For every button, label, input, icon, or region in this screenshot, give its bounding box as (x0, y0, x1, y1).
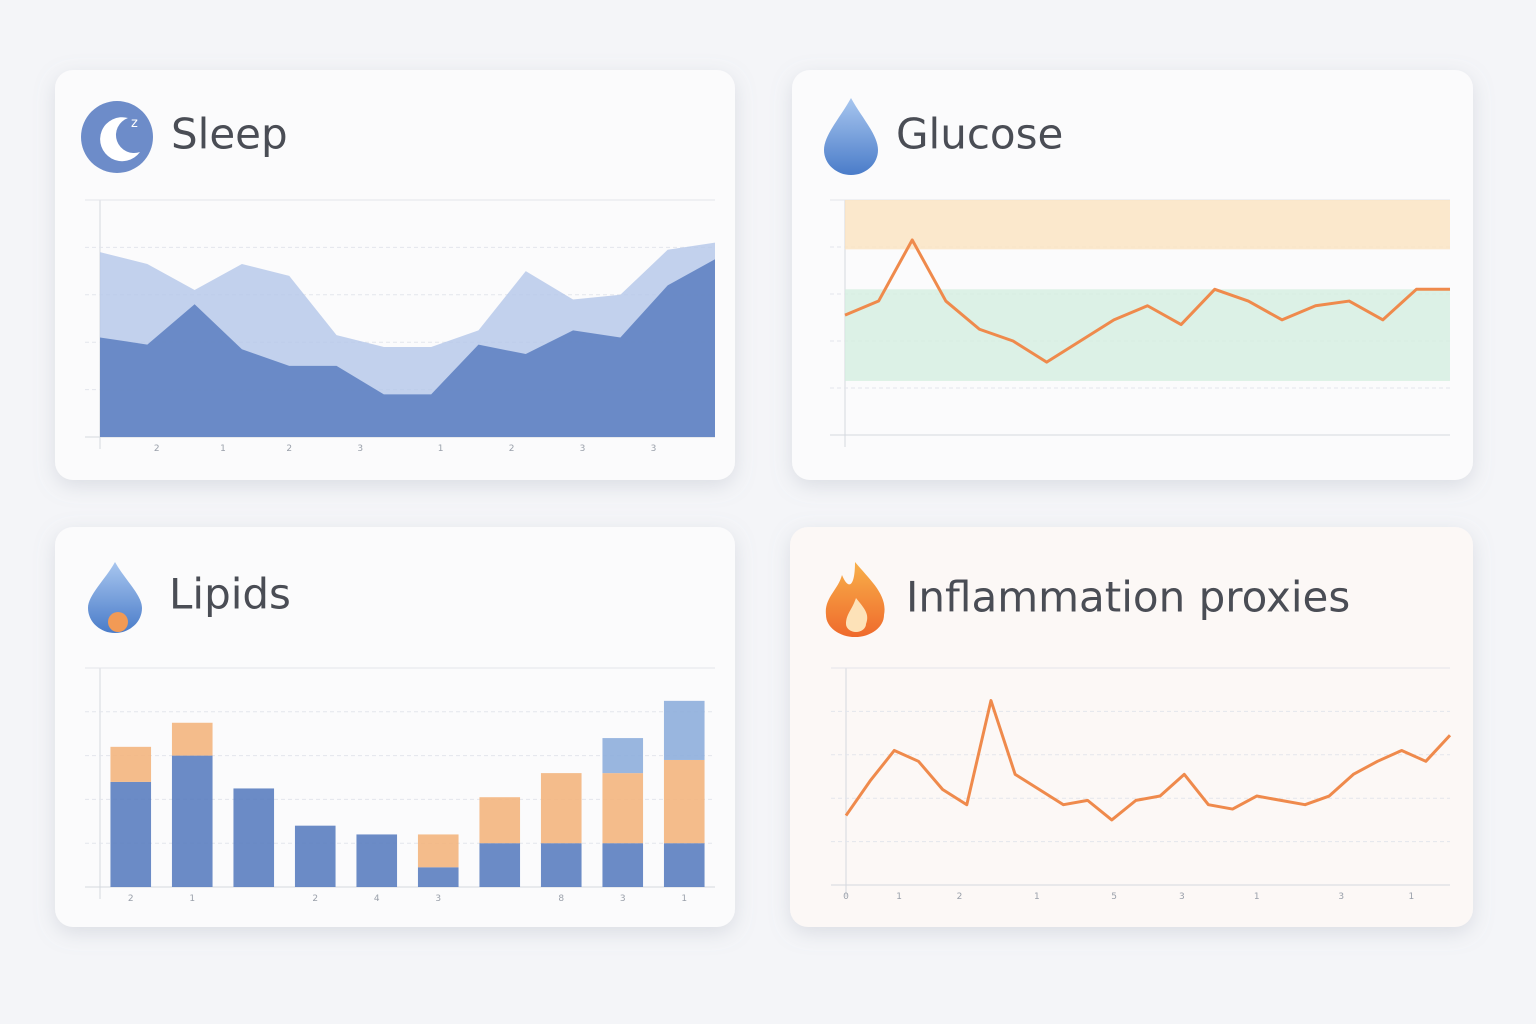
x-tick-label: 1 (681, 894, 687, 904)
x-tick-label: 0 (843, 892, 849, 902)
x-tick-label: 3 (651, 444, 657, 454)
bar-segment (602, 843, 644, 887)
range-band (845, 200, 1450, 250)
card-title: Glucose (896, 110, 1063, 159)
bar-segment (479, 797, 521, 844)
x-tick-label: 3 (580, 444, 586, 454)
bar-segment (110, 781, 152, 887)
x-tick-label: 4 (374, 894, 380, 904)
x-tick-label: 1 (1034, 892, 1040, 902)
card-title: Lipids (169, 570, 291, 619)
range-band (845, 289, 1450, 381)
bar-segment (602, 773, 644, 844)
bar-segment (356, 834, 398, 887)
line (844, 699, 1452, 822)
bar-segment (540, 773, 582, 844)
bar-segment (479, 843, 521, 887)
x-tick-label: 5 (1111, 892, 1117, 902)
bar-segment (294, 825, 336, 887)
x-tick-label: 3 (620, 894, 626, 904)
x-tick-label: 1 (220, 444, 226, 454)
x-tick-label: 1 (896, 892, 902, 902)
x-tick-label: 3 (1338, 892, 1344, 902)
card-title: Inflammation proxies (906, 573, 1350, 622)
line (844, 238, 1450, 364)
glucose-icon (824, 98, 878, 175)
bar-segment (602, 738, 644, 774)
bar-segment (663, 759, 705, 844)
x-tick-label: 3 (357, 444, 363, 454)
x-tick-label: 1 (438, 444, 444, 454)
x-tick-label: 2 (154, 444, 160, 454)
svg-text:z: z (131, 116, 138, 131)
bar-segment (663, 700, 705, 760)
x-tick-label: 3 (1179, 892, 1185, 902)
bar-segment (417, 834, 459, 868)
lipids-icon (88, 562, 142, 633)
bar-segment (110, 746, 152, 782)
card-title: Sleep (171, 110, 288, 159)
x-tick-label: 2 (509, 444, 515, 454)
bar-segment (540, 843, 582, 887)
x-tick-label: 1 (1408, 892, 1414, 902)
x-tick-label: 8 (558, 894, 564, 904)
x-tick-label: 2 (957, 892, 963, 902)
card (790, 527, 1473, 927)
x-tick-label: 1 (1254, 892, 1260, 902)
x-tick-label: 2 (312, 894, 318, 904)
sleep-icon: z (81, 101, 153, 173)
x-tick-label: 1 (189, 894, 195, 904)
x-tick-label: 2 (286, 444, 292, 454)
bar-segment (417, 867, 459, 887)
bar-segment (233, 788, 275, 887)
area (100, 259, 715, 437)
bar-segment (171, 755, 213, 887)
fire-icon (825, 562, 885, 637)
x-tick-label: 3 (435, 894, 441, 904)
bar-segment (663, 843, 705, 887)
bar-segment (171, 722, 213, 756)
x-tick-label: 2 (128, 894, 134, 904)
